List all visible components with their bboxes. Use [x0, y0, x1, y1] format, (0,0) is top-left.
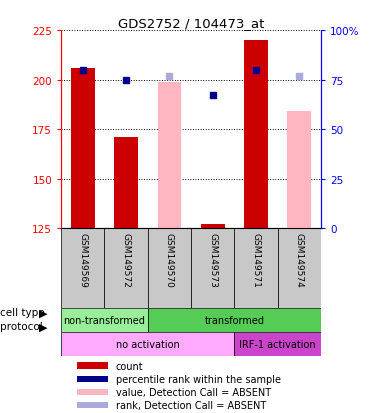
Bar — [191, 229, 234, 308]
Bar — [288, 112, 311, 229]
Text: ▶: ▶ — [39, 322, 47, 332]
Bar — [105, 229, 148, 308]
Bar — [244, 41, 268, 229]
Text: GSM149574: GSM149574 — [295, 233, 304, 287]
Text: GSM149569: GSM149569 — [78, 233, 87, 287]
Text: cell type: cell type — [0, 308, 45, 318]
Bar — [61, 308, 148, 332]
Text: protocol: protocol — [0, 322, 43, 332]
Bar — [77, 402, 108, 408]
Text: count: count — [116, 361, 143, 370]
Text: non-transformed: non-transformed — [63, 315, 145, 325]
Text: GSM149573: GSM149573 — [208, 233, 217, 287]
Bar — [234, 332, 321, 356]
Bar — [148, 229, 191, 308]
Text: transformed: transformed — [204, 315, 265, 325]
Text: IRF-1 activation: IRF-1 activation — [239, 339, 316, 349]
Bar — [61, 229, 105, 308]
Bar — [114, 138, 138, 229]
Bar — [278, 229, 321, 308]
Bar — [71, 69, 95, 229]
Title: GDS2752 / 104473_at: GDS2752 / 104473_at — [118, 17, 264, 30]
Text: percentile rank within the sample: percentile rank within the sample — [116, 374, 281, 384]
Bar — [201, 225, 224, 229]
Bar — [77, 376, 108, 382]
Text: no activation: no activation — [116, 339, 180, 349]
Bar — [61, 332, 234, 356]
Text: ▶: ▶ — [39, 308, 47, 318]
Text: GSM149572: GSM149572 — [122, 233, 131, 287]
Bar — [234, 229, 278, 308]
Bar — [77, 389, 108, 395]
Text: rank, Detection Call = ABSENT: rank, Detection Call = ABSENT — [116, 400, 266, 410]
Text: value, Detection Call = ABSENT: value, Detection Call = ABSENT — [116, 387, 271, 397]
Text: GSM149570: GSM149570 — [165, 233, 174, 287]
Bar — [158, 82, 181, 229]
Text: GSM149571: GSM149571 — [252, 233, 260, 287]
Bar — [148, 308, 321, 332]
Bar — [77, 363, 108, 369]
